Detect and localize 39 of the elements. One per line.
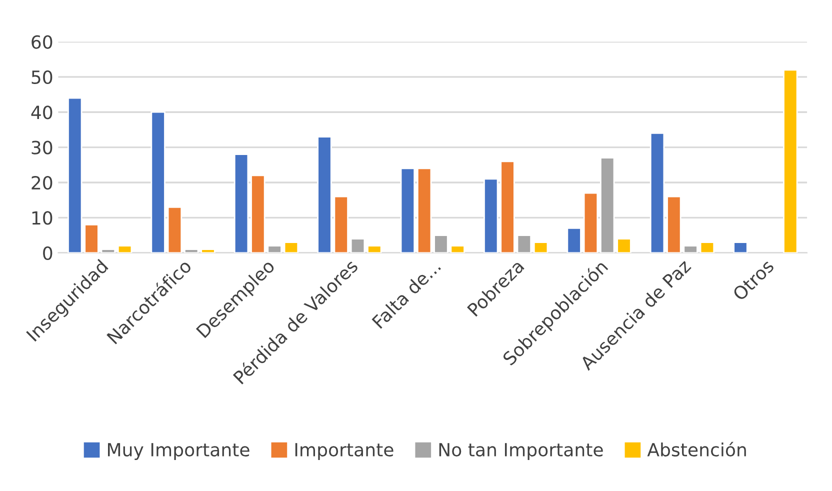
legend-label: Muy Importante [108,443,250,460]
legend-label: Importante [295,443,394,460]
bar [150,111,166,253]
bar [334,196,348,253]
bar [184,248,199,253]
bar [284,242,299,253]
bar [650,132,665,253]
bar [200,248,216,253]
bar [600,157,615,253]
bar [583,192,598,253]
bar [234,154,249,253]
y-tick-label: 0 [43,246,52,260]
bar [783,69,798,253]
y-tick-label: 10 [32,211,52,225]
bar [484,178,498,253]
bar [516,234,532,253]
bar [533,242,548,253]
bar [400,168,416,253]
bar [700,242,715,253]
legend-label: Abstención [647,442,746,457]
bar [416,168,432,253]
bar [500,160,515,253]
bar [367,245,382,253]
bar [100,248,116,253]
bar [616,238,632,253]
legend-label: No tan Importante [439,443,603,460]
y-tick-label: 30 [32,140,52,154]
bar [117,245,132,253]
bar [733,242,748,253]
bar [167,206,182,253]
y-tick-label: 60 [32,35,52,49]
y-tick-label: 40 [31,106,52,120]
bar [84,224,99,253]
bar [317,136,332,253]
bar [566,228,582,253]
bar [350,238,366,253]
bar [68,97,82,253]
y-tick-label: 20 [32,176,52,190]
y-tick-label: 50 [32,70,52,84]
